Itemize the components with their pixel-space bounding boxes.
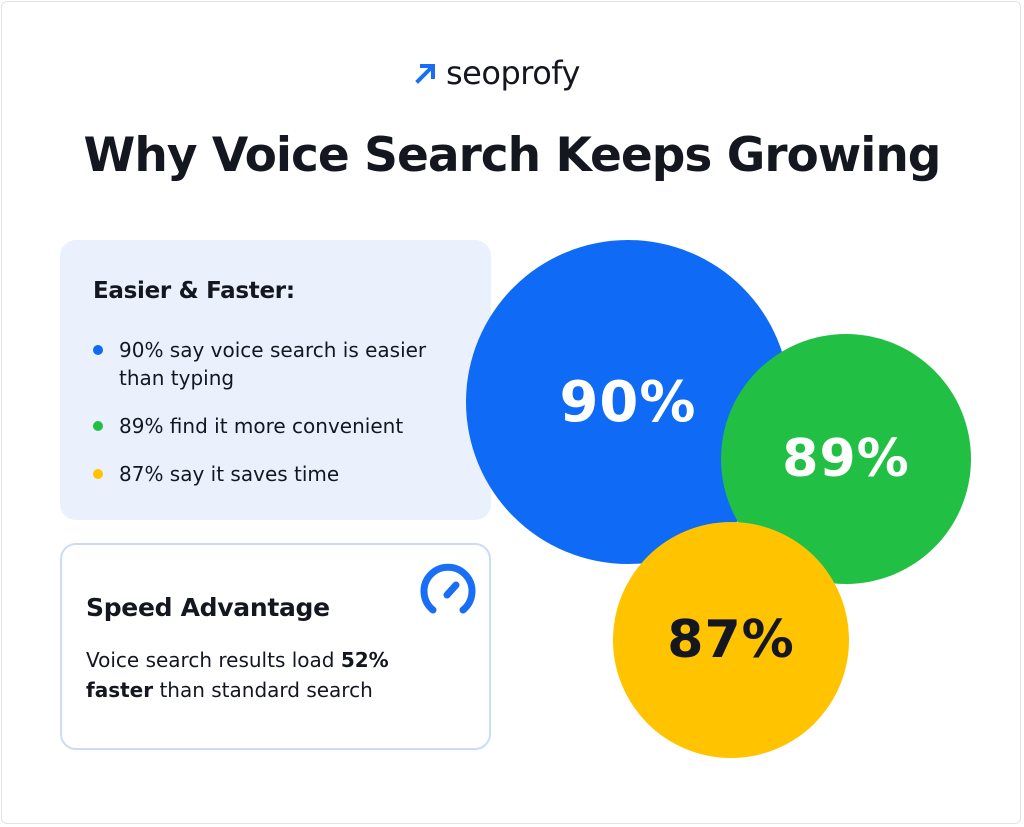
list-item-text: 90% say voice search is easier than typi…	[119, 338, 427, 390]
speed-advantage-card: Speed Advantage Voice search results loa…	[60, 543, 491, 750]
highlight-faster: faster	[86, 678, 154, 702]
bubble-87: 87%	[613, 522, 849, 758]
brand-logo: seoprofy	[414, 54, 580, 92]
bullet-dot-icon	[93, 345, 103, 355]
bubble-label: 90%	[559, 369, 697, 435]
page-title: Why Voice Search Keeps Growing	[83, 128, 942, 183]
list-item: 89% find it more convenient	[93, 412, 473, 440]
list-item-text: 87% say it saves time	[119, 462, 340, 486]
bullet-dot-icon	[93, 469, 103, 479]
card-heading: Easier & Faster:	[93, 278, 295, 304]
brand-name: seoprofy	[446, 54, 580, 92]
arrow-up-right-icon	[415, 64, 435, 84]
list-item: 90% say voice search is easier than typi…	[93, 336, 473, 392]
bubble-label: 87%	[667, 610, 795, 670]
list-item: 87% say it saves time	[93, 460, 473, 488]
stat-list: 90% say voice search is easier than typi…	[93, 336, 473, 508]
speedometer-icon	[420, 563, 476, 614]
bullet-dot-icon	[93, 421, 103, 431]
list-item-text: 89% find it more convenient	[119, 414, 404, 438]
bubble-label: 89%	[782, 429, 910, 489]
text-part: than standard search	[153, 678, 373, 702]
highlight-percent: 52%	[340, 648, 389, 672]
easier-faster-card: Easier & Faster: 90% say voice search is…	[60, 240, 491, 520]
speed-description: Voice search results load 52% faster than…	[86, 645, 466, 705]
text-part: Voice search results load	[86, 648, 341, 672]
card-heading: Speed Advantage	[86, 593, 330, 622]
bubble-89: 89%	[721, 334, 971, 584]
